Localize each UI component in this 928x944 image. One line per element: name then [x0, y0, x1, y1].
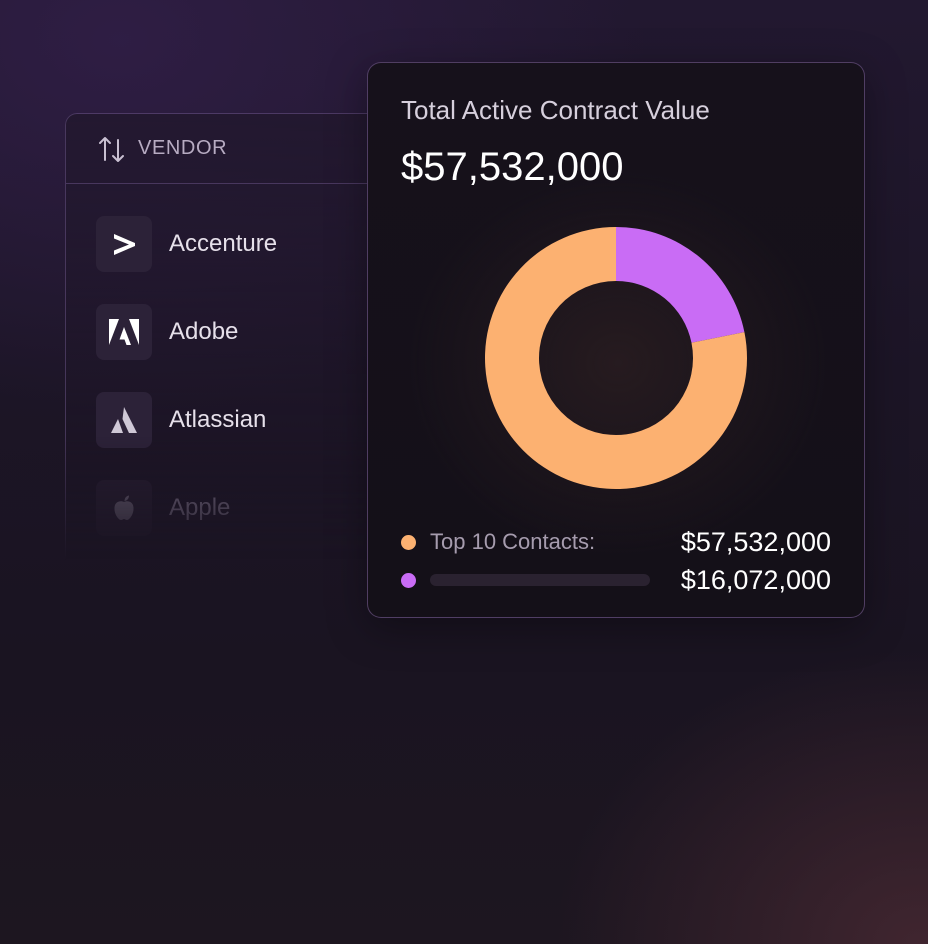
- legend-dot-orange: [401, 534, 416, 550]
- vendor-row-apple[interactable]: Apple: [96, 480, 404, 536]
- adobe-logo-icon: [96, 304, 152, 360]
- vendor-name: Accenture: [169, 230, 278, 257]
- apple-logo-icon: [96, 480, 152, 536]
- legend-value: $16,072,000: [680, 564, 831, 595]
- card-title: Total Active Contract Value: [401, 95, 710, 125]
- legend-dot-purple: [401, 572, 416, 588]
- vendor-row-atlassian[interactable]: Atlassian: [96, 392, 404, 448]
- vendor-name: Apple: [169, 494, 231, 521]
- vendor-panel: VENDOR Accenture Adobe: [65, 113, 405, 633]
- accenture-logo-icon: [96, 216, 152, 272]
- donut-slice-other[interactable]: [616, 227, 745, 343]
- legend-label: Top 10 Contacts:: [430, 529, 596, 554]
- vendor-row-adobe[interactable]: Adobe: [96, 304, 404, 360]
- legend-row-other: $16,072,000: [401, 561, 831, 599]
- vendor-list: Accenture Adobe Atlassian: [66, 184, 404, 536]
- vendor-row-accenture[interactable]: Accenture: [96, 216, 404, 272]
- vendor-column-title: VENDOR: [138, 137, 228, 159]
- vendor-column-header[interactable]: VENDOR: [66, 114, 404, 184]
- chart-legend: Top 10 Contacts: $57,532,000 $16,072,000: [401, 523, 831, 599]
- donut-chart: [485, 227, 747, 489]
- contract-value-card: Total Active Contract Value $57,532,000 …: [367, 62, 865, 618]
- atlassian-logo-icon: [96, 392, 152, 448]
- sort-arrows-icon[interactable]: [98, 134, 126, 164]
- legend-row-top-10: Top 10 Contacts: $57,532,000: [401, 523, 831, 561]
- legend-placeholder-bar: [430, 574, 650, 586]
- legend-value: $57,532,000: [680, 526, 831, 557]
- total-value: $57,532,000: [401, 145, 624, 189]
- vendor-name: Atlassian: [169, 406, 267, 433]
- donut-slice-top-10[interactable]: [485, 227, 747, 489]
- vendor-name: Adobe: [169, 318, 239, 345]
